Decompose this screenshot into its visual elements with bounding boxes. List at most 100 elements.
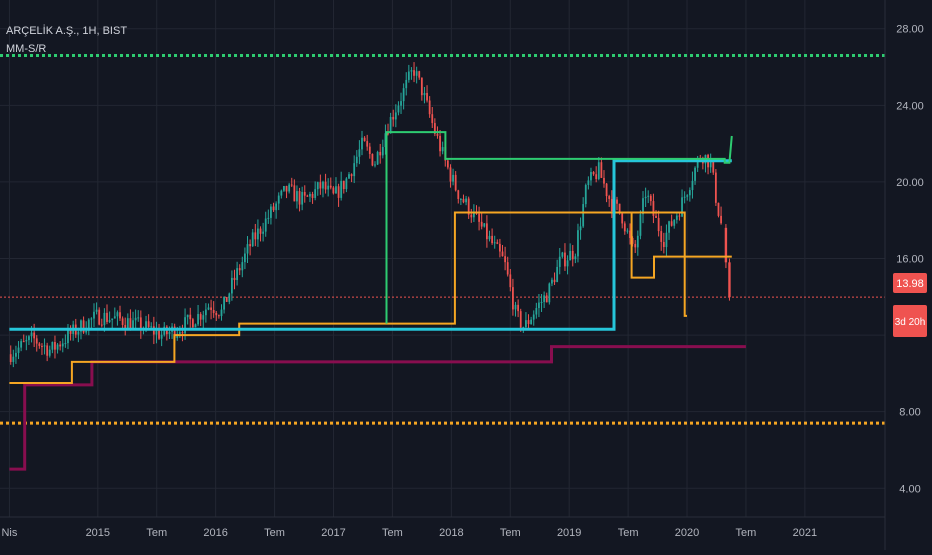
countdown-label-bg: [893, 305, 927, 337]
candle-body: [600, 162, 603, 178]
candle-body: [236, 268, 239, 281]
candle-body: [517, 304, 520, 312]
candle-body: [108, 320, 111, 322]
x-tick-label: Nis: [1, 527, 17, 539]
candle-body: [189, 314, 192, 320]
candle-body: [43, 345, 46, 347]
candle-body: [275, 203, 278, 211]
candle-body: [316, 182, 319, 190]
y-tick-label: 8.00: [899, 407, 920, 419]
candle-body: [353, 163, 356, 177]
candle-body: [394, 112, 397, 120]
candle-body: [660, 231, 663, 242]
symbol-title[interactable]: ARÇELİK A.Ş., 1H, BIST: [6, 25, 128, 37]
candle-body: [283, 185, 285, 191]
x-tick-label: 2016: [203, 527, 227, 539]
candle-body: [324, 181, 327, 190]
candle-body: [488, 235, 491, 240]
candle-body: [436, 133, 439, 136]
green-line: [385, 131, 733, 324]
candle-body: [675, 215, 678, 220]
candle-body: [410, 70, 413, 72]
candle-body: [683, 196, 686, 198]
candle-body: [644, 196, 647, 199]
candle-body: [366, 141, 369, 147]
candle-body: [100, 324, 103, 326]
candle-body: [184, 317, 186, 334]
candle-body: [558, 256, 561, 267]
candle-body: [459, 198, 462, 200]
candle-body: [134, 317, 137, 321]
candle-body: [686, 195, 689, 197]
candle-body: [147, 321, 150, 327]
candle-body: [691, 180, 694, 191]
candle-body: [472, 211, 475, 218]
indicator-title[interactable]: MM-S/R: [6, 43, 47, 55]
candle-body: [551, 279, 553, 284]
candle-body: [51, 341, 54, 350]
candle-body: [285, 185, 288, 192]
candle-body: [543, 295, 546, 302]
candle-body: [712, 160, 715, 173]
candle-body: [400, 101, 402, 106]
candle-body: [350, 174, 353, 177]
x-tick-label: Tem: [146, 527, 167, 539]
candle-body: [376, 151, 379, 165]
candle-body: [525, 320, 527, 328]
candle-body: [577, 230, 579, 257]
candle-body: [262, 231, 265, 234]
candle-body: [605, 183, 608, 197]
candle-body: [217, 315, 220, 317]
orange-line: [9, 211, 687, 384]
candle-body: [280, 190, 283, 196]
candle-body: [499, 243, 501, 252]
candle-body: [553, 279, 556, 283]
candle-body: [358, 149, 361, 157]
candle-body: [478, 213, 480, 222]
candle-body: [22, 341, 25, 343]
candle-body: [233, 277, 236, 281]
candle-body: [649, 195, 652, 202]
candle-body: [566, 260, 569, 267]
candle-body: [397, 105, 400, 113]
x-tick-label: 2018: [439, 527, 463, 539]
candle-body: [93, 311, 95, 319]
candle-body: [28, 336, 30, 341]
candle-body: [207, 307, 210, 310]
candle-body: [621, 213, 624, 224]
candle-body: [124, 324, 127, 329]
candle-body: [223, 296, 225, 310]
candle-body: [603, 177, 605, 184]
candle-body: [46, 345, 49, 356]
x-tick-label: 2015: [86, 527, 110, 539]
candle-body: [35, 338, 38, 344]
candle-body: [532, 314, 535, 320]
candle-body: [77, 331, 80, 335]
candle-body: [199, 314, 202, 320]
candle-body: [556, 266, 559, 283]
candle-body: [267, 217, 270, 219]
candle-body: [428, 100, 431, 115]
candle-body: [717, 202, 720, 216]
candle-body: [246, 244, 249, 254]
candle-body: [238, 268, 241, 271]
candle-body: [509, 274, 512, 288]
candle-body: [20, 341, 23, 348]
candle-body: [657, 217, 660, 232]
candle-body: [579, 226, 582, 231]
candle-body: [322, 181, 324, 189]
candle-body: [82, 320, 85, 333]
candle-body: [132, 320, 134, 330]
candle-body: [298, 191, 301, 205]
candle-body: [228, 293, 231, 302]
candle-body: [155, 330, 158, 335]
candle-body: [371, 153, 374, 166]
candle-body: [634, 243, 637, 248]
candle-body: [119, 312, 121, 319]
candle-body: [548, 283, 551, 303]
candle-body: [342, 180, 345, 190]
x-tick-label: Tem: [736, 527, 757, 539]
y-tick-label: 28.00: [896, 24, 924, 36]
